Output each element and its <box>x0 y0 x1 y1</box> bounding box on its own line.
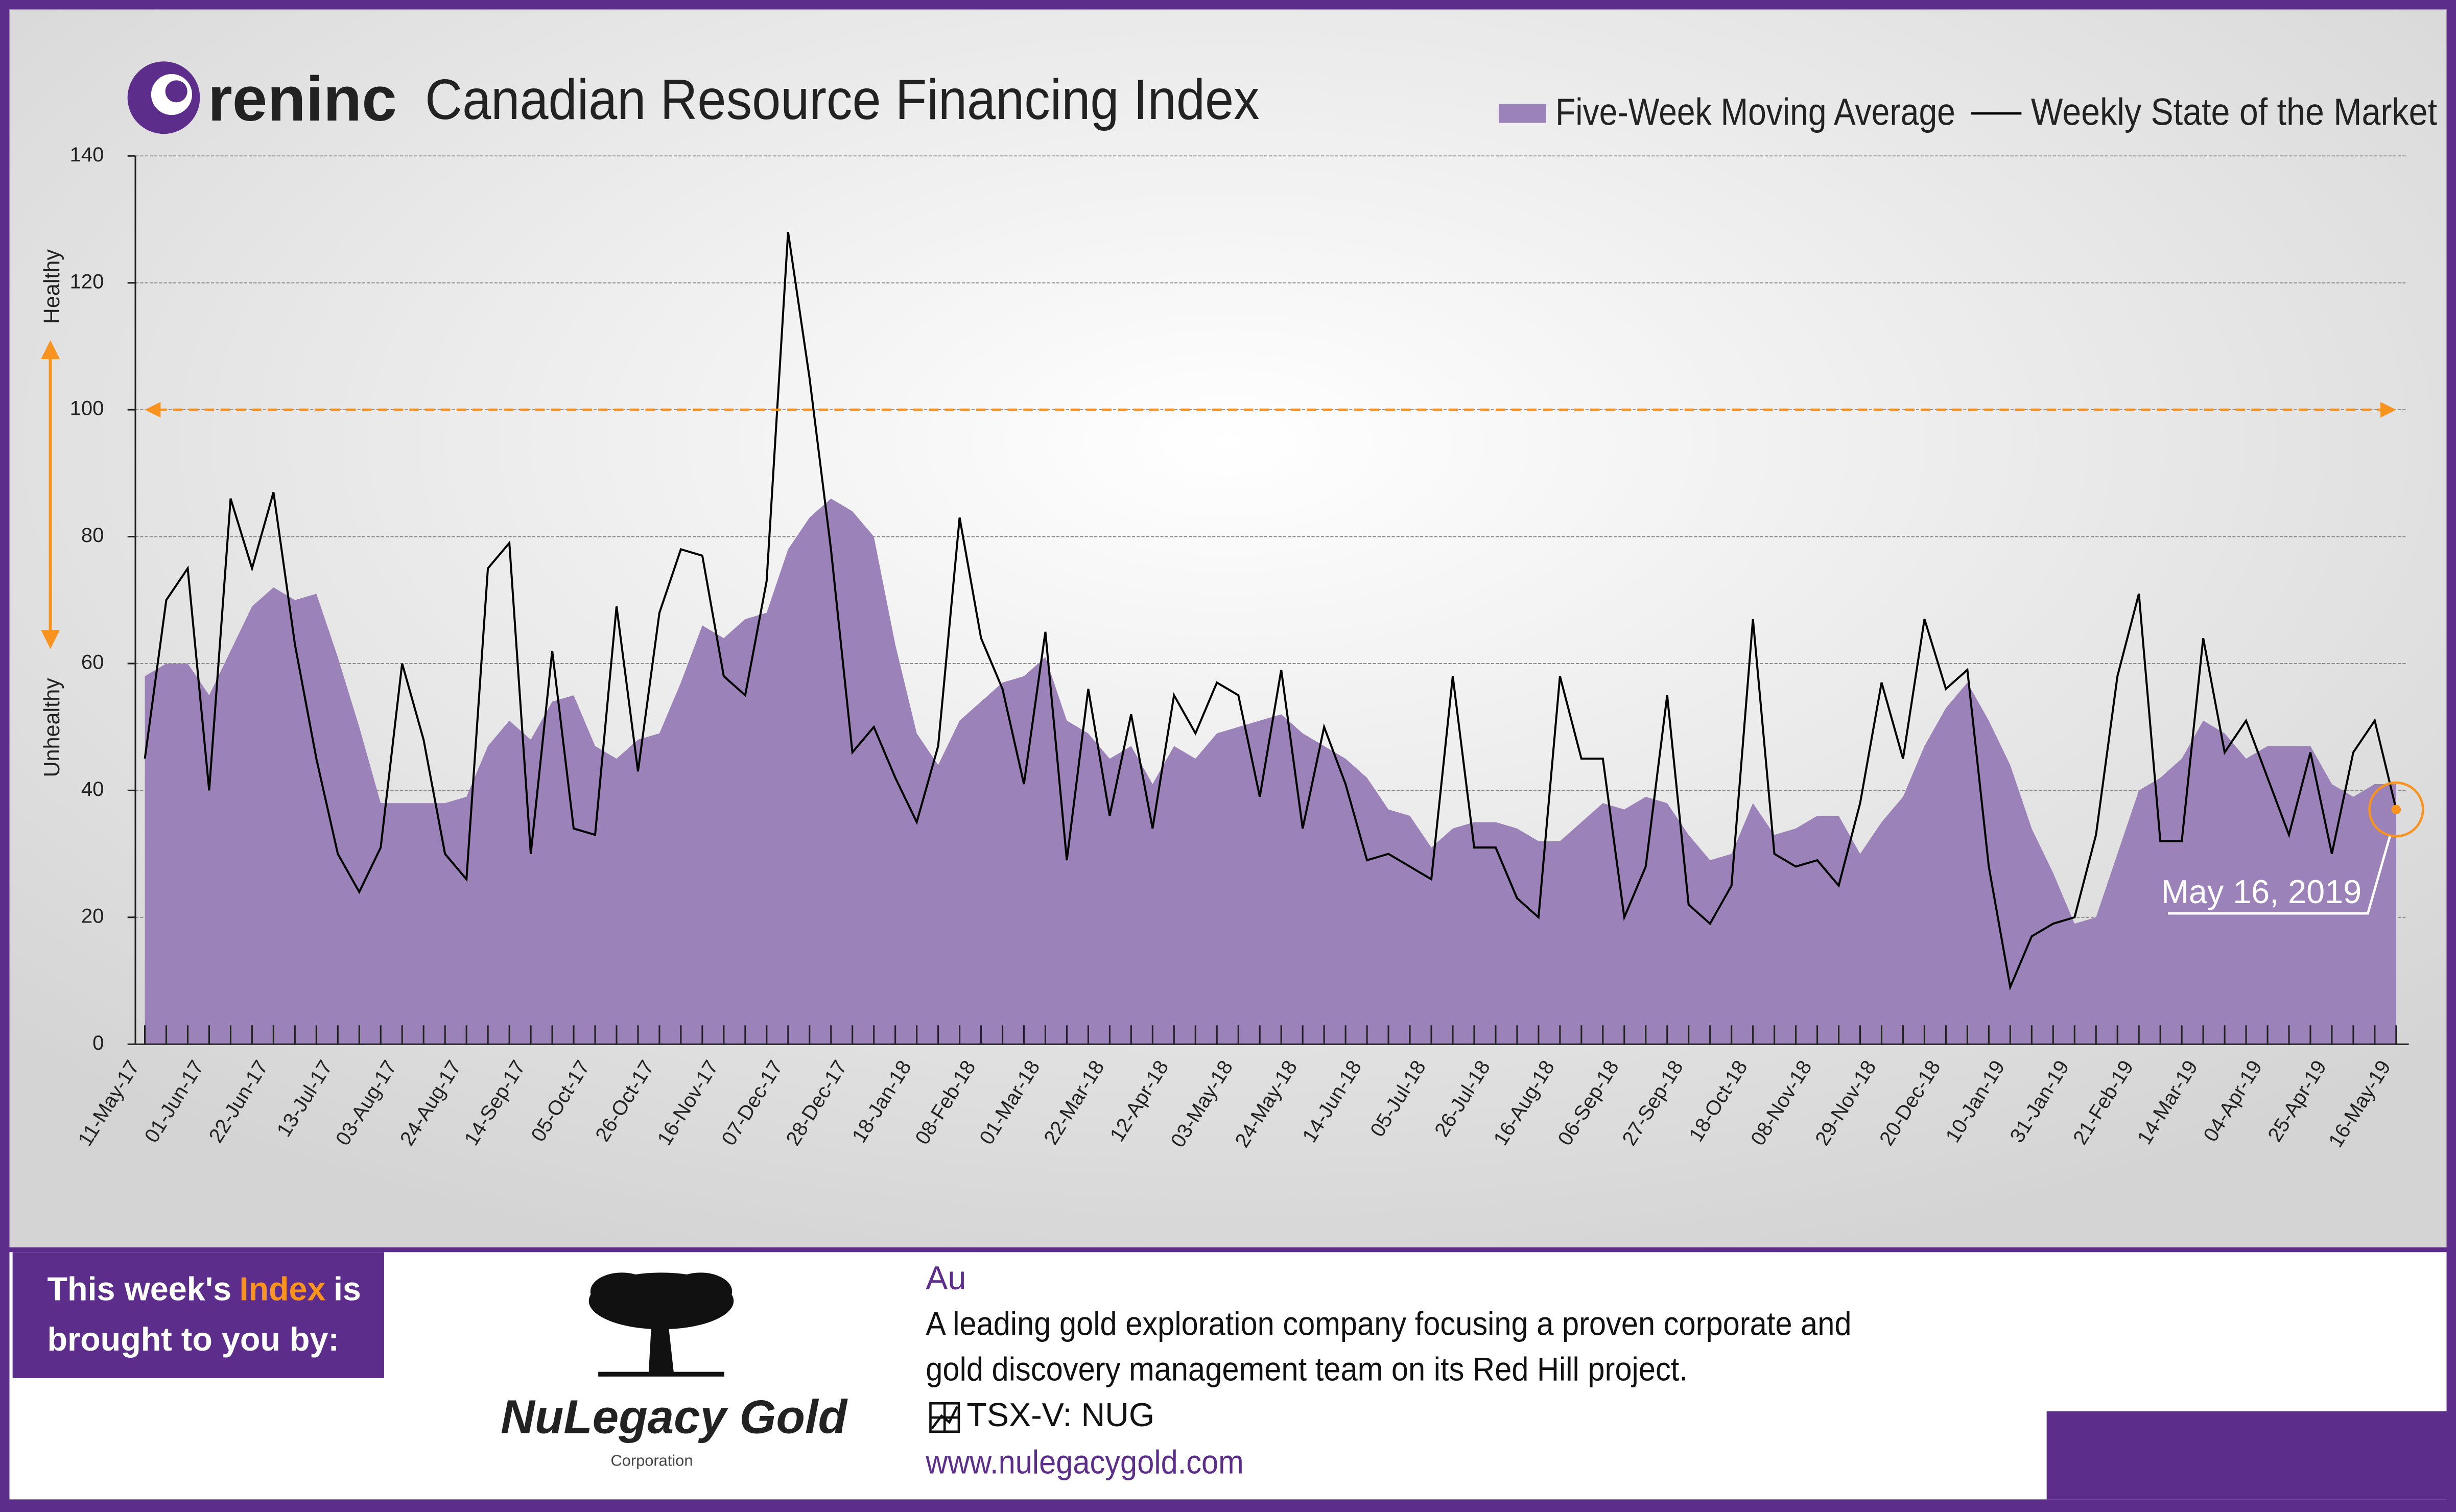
y-label-bottom: Unhealthy <box>40 678 64 777</box>
y-tick-label: 140 <box>70 144 104 166</box>
logo-text: reninc <box>208 64 397 134</box>
chart-background <box>9 9 2447 1247</box>
sponsor-logo-tree <box>588 1272 734 1377</box>
sponsor-name-sub: Corporation <box>610 1451 693 1469</box>
sponsor-name: NuLegacy Gold <box>501 1390 848 1444</box>
y-tick-label: 100 <box>70 397 104 420</box>
health-arrow <box>41 340 60 649</box>
reference-arrow <box>145 401 161 418</box>
sponsor-intro: This week's Index is <box>47 1270 361 1307</box>
moving-average-area <box>145 499 2396 1045</box>
legend: Weekly State of the Market Five-Week Movi… <box>1499 91 2437 133</box>
sponsor-url: www.nulegacygold.com <box>925 1444 1243 1481</box>
footer-background <box>9 1252 2447 1500</box>
intro-part: is <box>334 1270 361 1307</box>
legend-swatch <box>1499 104 1546 123</box>
sponsor-description: gold discovery management team on its Re… <box>926 1351 1688 1388</box>
annotation-text: May 16, 2019 <box>2161 873 2361 910</box>
y-tick-label: 120 <box>70 270 104 293</box>
annotation-ring <box>2368 781 2424 838</box>
intro-part: This week's <box>47 1270 231 1307</box>
footer-bar <box>2046 1411 2447 1500</box>
weekly-line <box>144 232 2397 991</box>
sponsor-intro-line: brought to you by: <box>47 1320 339 1358</box>
y-tick-label: 60 <box>81 651 104 674</box>
legend-label: Weekly State of the Market <box>2031 91 2438 133</box>
y-tick-label: 20 <box>81 905 104 927</box>
chart-title: Canadian Resource Financing Index <box>425 68 1259 131</box>
annotation-dot <box>2391 805 2401 814</box>
ticker-icon <box>929 1402 960 1433</box>
reference-arrow <box>2380 401 2396 418</box>
sponsor-ticker: TSX-V: NUG <box>966 1396 1154 1433</box>
sponsor-description: A leading gold exploration company focus… <box>926 1305 1851 1342</box>
logo-mark <box>127 61 200 134</box>
sponsor-box <box>12 1252 385 1378</box>
y-tick-label: 40 <box>81 778 104 800</box>
intro-highlight: Index <box>240 1270 326 1307</box>
y-label-top: Healthy <box>40 249 64 324</box>
y-tick-label: 80 <box>81 524 104 547</box>
sponsor-symbol: Au <box>926 1259 966 1296</box>
legend-label: Five-Week Moving Average <box>1555 91 1955 133</box>
annotation-leader <box>2167 836 2391 915</box>
y-tick-label: 0 <box>92 1032 104 1054</box>
